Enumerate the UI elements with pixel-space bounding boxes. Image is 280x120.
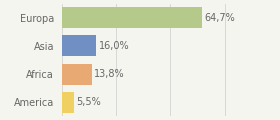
Bar	[62, 7, 202, 28]
Text: 16,0%: 16,0%	[99, 41, 130, 51]
Text: 64,7%: 64,7%	[205, 13, 236, 23]
Bar	[62, 92, 74, 113]
Text: 5,5%: 5,5%	[76, 97, 101, 107]
Text: 13,8%: 13,8%	[94, 69, 125, 79]
Bar	[62, 35, 96, 57]
Bar	[62, 63, 92, 85]
